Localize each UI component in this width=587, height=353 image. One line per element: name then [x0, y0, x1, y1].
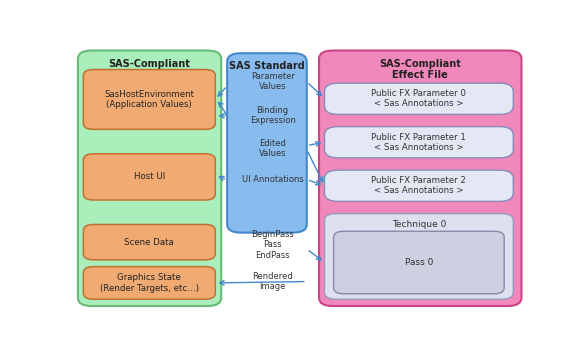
Text: Pass 0: Pass 0	[404, 258, 433, 267]
FancyBboxPatch shape	[333, 231, 504, 294]
Text: SasHostEnvironment
(Application Values): SasHostEnvironment (Application Values)	[104, 90, 194, 109]
Text: Rendered
Image: Rendered Image	[252, 272, 293, 291]
FancyBboxPatch shape	[325, 83, 513, 114]
Text: Edited
Values: Edited Values	[259, 139, 286, 158]
FancyBboxPatch shape	[83, 225, 215, 260]
FancyBboxPatch shape	[227, 53, 307, 233]
FancyBboxPatch shape	[319, 50, 521, 306]
Text: Public FX Parameter 1
< Sas Annotations >: Public FX Parameter 1 < Sas Annotations …	[372, 132, 466, 152]
FancyBboxPatch shape	[325, 214, 513, 299]
Text: BeginPass
Pass
EndPass: BeginPass Pass EndPass	[251, 230, 294, 260]
Text: SAS Standard: SAS Standard	[229, 61, 305, 71]
FancyBboxPatch shape	[83, 154, 215, 200]
Text: Binding
Expression: Binding Expression	[249, 106, 296, 125]
FancyBboxPatch shape	[78, 50, 221, 306]
FancyBboxPatch shape	[325, 170, 513, 201]
FancyBboxPatch shape	[83, 70, 215, 129]
Text: SAS-Compliant
Effect File: SAS-Compliant Effect File	[379, 59, 461, 80]
Text: Public FX Parameter 0
< Sas Annotations >: Public FX Parameter 0 < Sas Annotations …	[372, 89, 466, 108]
Text: Public FX Parameter 2
< Sas Annotations >: Public FX Parameter 2 < Sas Annotations …	[372, 176, 466, 196]
Text: Graphics State
(Render Targets, etc…): Graphics State (Render Targets, etc…)	[100, 273, 199, 293]
Text: Host UI: Host UI	[134, 172, 165, 181]
Text: SAS-Compliant
Host Application: SAS-Compliant Host Application	[104, 59, 195, 80]
Text: UI Annotations: UI Annotations	[242, 175, 303, 184]
Text: Parameter
Values: Parameter Values	[251, 72, 295, 91]
Text: Technique 0: Technique 0	[392, 220, 446, 229]
FancyBboxPatch shape	[325, 127, 513, 158]
Text: Scene Data: Scene Data	[124, 238, 174, 247]
FancyBboxPatch shape	[83, 267, 215, 299]
